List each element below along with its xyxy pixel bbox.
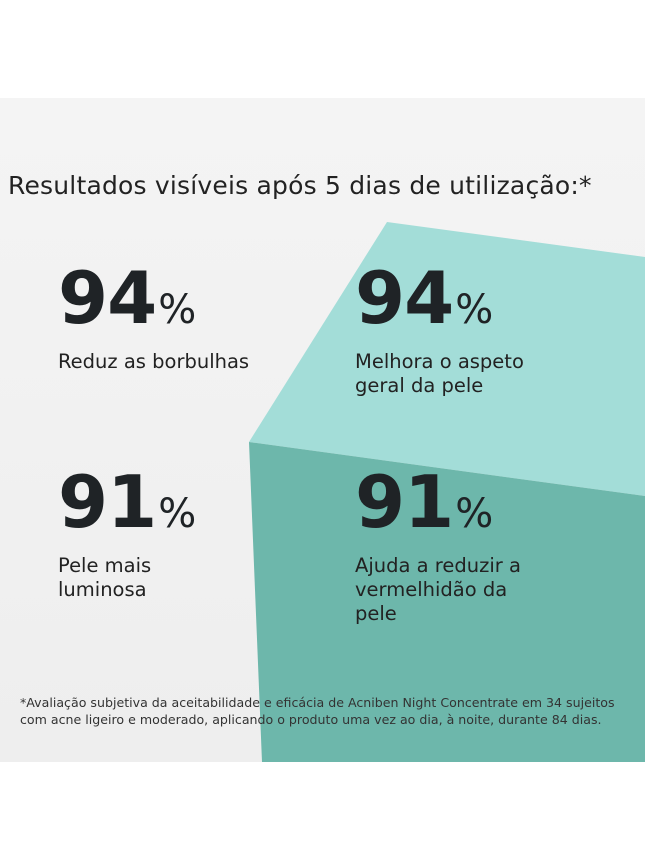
stat-unit: %: [158, 491, 196, 537]
stat-label: Pele mais luminosa: [58, 554, 152, 601]
stat-block: 91% Ajuda a reduzir a vermelhidão da pel…: [355, 466, 555, 626]
stat-block: 91% Pele mais luminosa: [58, 466, 196, 602]
stat-unit: %: [455, 287, 493, 333]
cube-front-face: [249, 442, 645, 762]
stat-unit: %: [455, 491, 493, 537]
page-title: Resultados visíveis após 5 dias de utili…: [8, 171, 592, 200]
cube-top-face: [249, 222, 645, 496]
stat-value: 91: [58, 460, 157, 544]
stat-label: Reduz as borbulhas: [58, 350, 250, 373]
footnote: *Avaliação subjetiva da aceitabilidade e…: [20, 695, 615, 727]
stat-value: 91: [355, 460, 454, 544]
stat-label: Melhora o aspeto geral da pele: [355, 350, 524, 397]
stat-block: 94% Melhora o aspeto geral da pele: [355, 262, 555, 398]
stat-value: 94: [58, 256, 157, 340]
stat-value: 94: [355, 256, 454, 340]
stat-block: 94% Reduz as borbulhas: [58, 262, 288, 374]
stat-unit: %: [158, 287, 196, 333]
stat-label: Ajuda a reduzir a vermelhidão da pele: [355, 554, 521, 625]
